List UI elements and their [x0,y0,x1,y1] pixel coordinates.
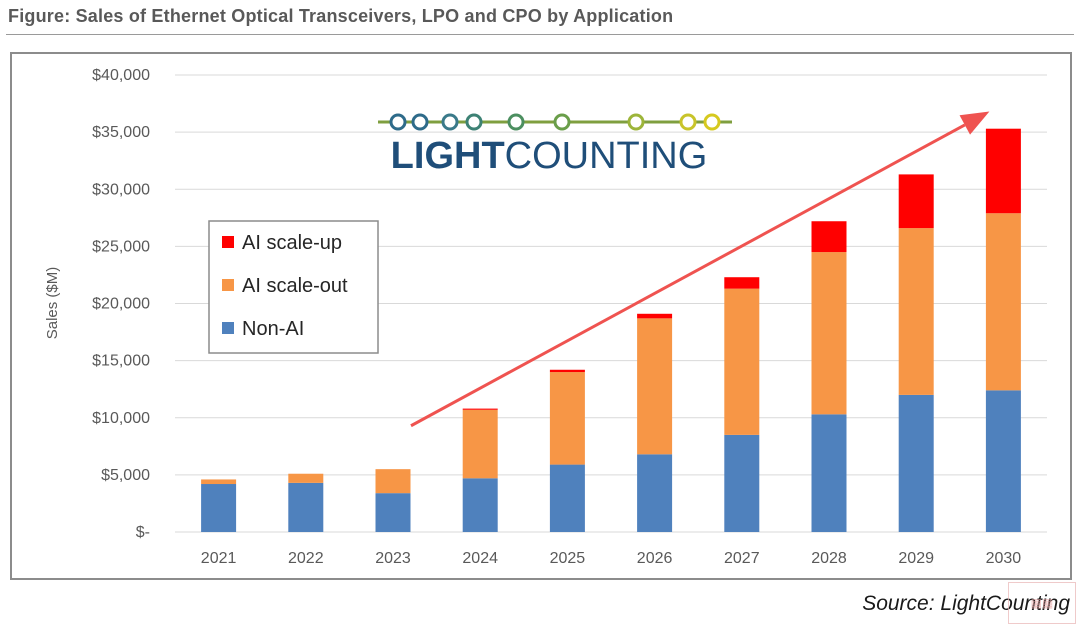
logo-wordmark: LIGHTCOUNTING [391,135,708,177]
bar-ai-scale-up-2030 [985,128,1021,214]
x-tick-label: 2024 [462,550,498,567]
bar-non-ai-2023 [375,493,411,532]
y-tick-label: $20,000 [92,296,150,313]
figure-title: Figure: Sales of Ethernet Optical Transc… [8,6,674,26]
bar-ai-scale-out-2029 [898,228,934,395]
bar-ai-scale-out-2024 [462,409,498,479]
bar-ai-scale-out-2023 [375,469,411,494]
x-tick-label: 2022 [288,550,324,567]
bar-ai-scale-up-2029 [898,174,934,229]
bar-non-ai-2022 [288,482,324,532]
source-caption: Source: LightCounting [862,592,1070,615]
chart-frame [10,52,1072,580]
legend-box [208,220,379,354]
bar-non-ai-2029 [898,394,934,532]
x-tick-label: 2023 [375,550,411,567]
trend-arrow [410,111,990,428]
bar-non-ai-2021 [201,484,237,532]
title-divider [6,34,1074,35]
x-axis-ticks: 2021 2022 2023 2024 2025 2026 2027 2028 2029 2030 [201,550,1021,567]
y-tick-label: $30,000 [92,181,150,198]
logo-dot [679,113,697,131]
bar-ai-scale-out-2021 [201,479,237,485]
x-tick-label: 2029 [898,550,934,567]
bar-ai-scale-out-2027 [724,288,760,435]
bar-non-ai-2028 [811,414,847,532]
bar-non-ai-2027 [724,434,760,532]
y-tick-label: $35,000 [92,124,150,141]
x-tick-label: 2030 [986,550,1022,567]
bar-non-ai-2030 [985,390,1021,532]
legend-label: Non-AI [242,318,304,340]
x-tick-label: 2028 [811,550,847,567]
y-axis-label: Sales ($M) [44,267,61,340]
y-tick-label: $10,000 [92,410,150,427]
bar-ai-scale-out-2026 [637,318,673,455]
bar-ai-scale-out-2028 [811,252,847,415]
y-tick-label: $15,000 [92,353,150,370]
bar-ai-scale-up-2027 [724,277,760,289]
logo-dot [507,113,525,131]
watermark-stamp: ▦▦ [1008,582,1076,624]
bar-non-ai-2026 [637,454,673,532]
trend-arrow-line [410,123,966,428]
bar-ai-scale-up-2026 [637,313,673,319]
legend-label: AI scale-out [242,275,348,297]
y-tick-label: $- [136,524,150,541]
bar-ai-scale-up-2025 [549,369,585,373]
bar-ai-scale-out-2022 [288,473,324,483]
bar-ai-scale-out-2025 [549,372,585,465]
bars [201,128,1021,532]
legend: AI scale-up AI scale-out Non-AI [208,220,379,354]
x-tick-label: 2027 [724,550,760,567]
y-tick-label: $25,000 [92,238,150,255]
legend-swatch [222,236,234,248]
y-axis-ticks: $- $5,000 $10,000 $15,000 $20,000 $25,000 $30,… [92,67,150,541]
logo-dot [411,113,429,131]
logo-dot [441,113,459,131]
trend-arrow-head [959,111,990,135]
bar-ai-scale-up-2024 [462,408,498,410]
bar-non-ai-2025 [549,464,585,532]
logo-dot [627,113,645,131]
logo-dot [703,113,721,131]
lightcounting-logo: LIGHTCOUNTING [378,113,732,177]
legend-swatch [222,279,234,291]
bar-ai-scale-up-2028 [811,221,847,253]
bar-ai-scale-out-2030 [985,213,1021,391]
x-tick-label: 2021 [201,550,237,567]
logo-dot [389,113,407,131]
legend-swatch [222,322,234,334]
x-tick-label: 2025 [550,550,586,567]
logo-dot [465,113,483,131]
y-tick-label: $40,000 [92,67,150,84]
y-tick-label: $5,000 [101,467,150,484]
bar-non-ai-2024 [462,478,498,532]
x-tick-label: 2026 [637,550,673,567]
legend-label: AI scale-up [242,232,342,254]
logo-dot [553,113,571,131]
